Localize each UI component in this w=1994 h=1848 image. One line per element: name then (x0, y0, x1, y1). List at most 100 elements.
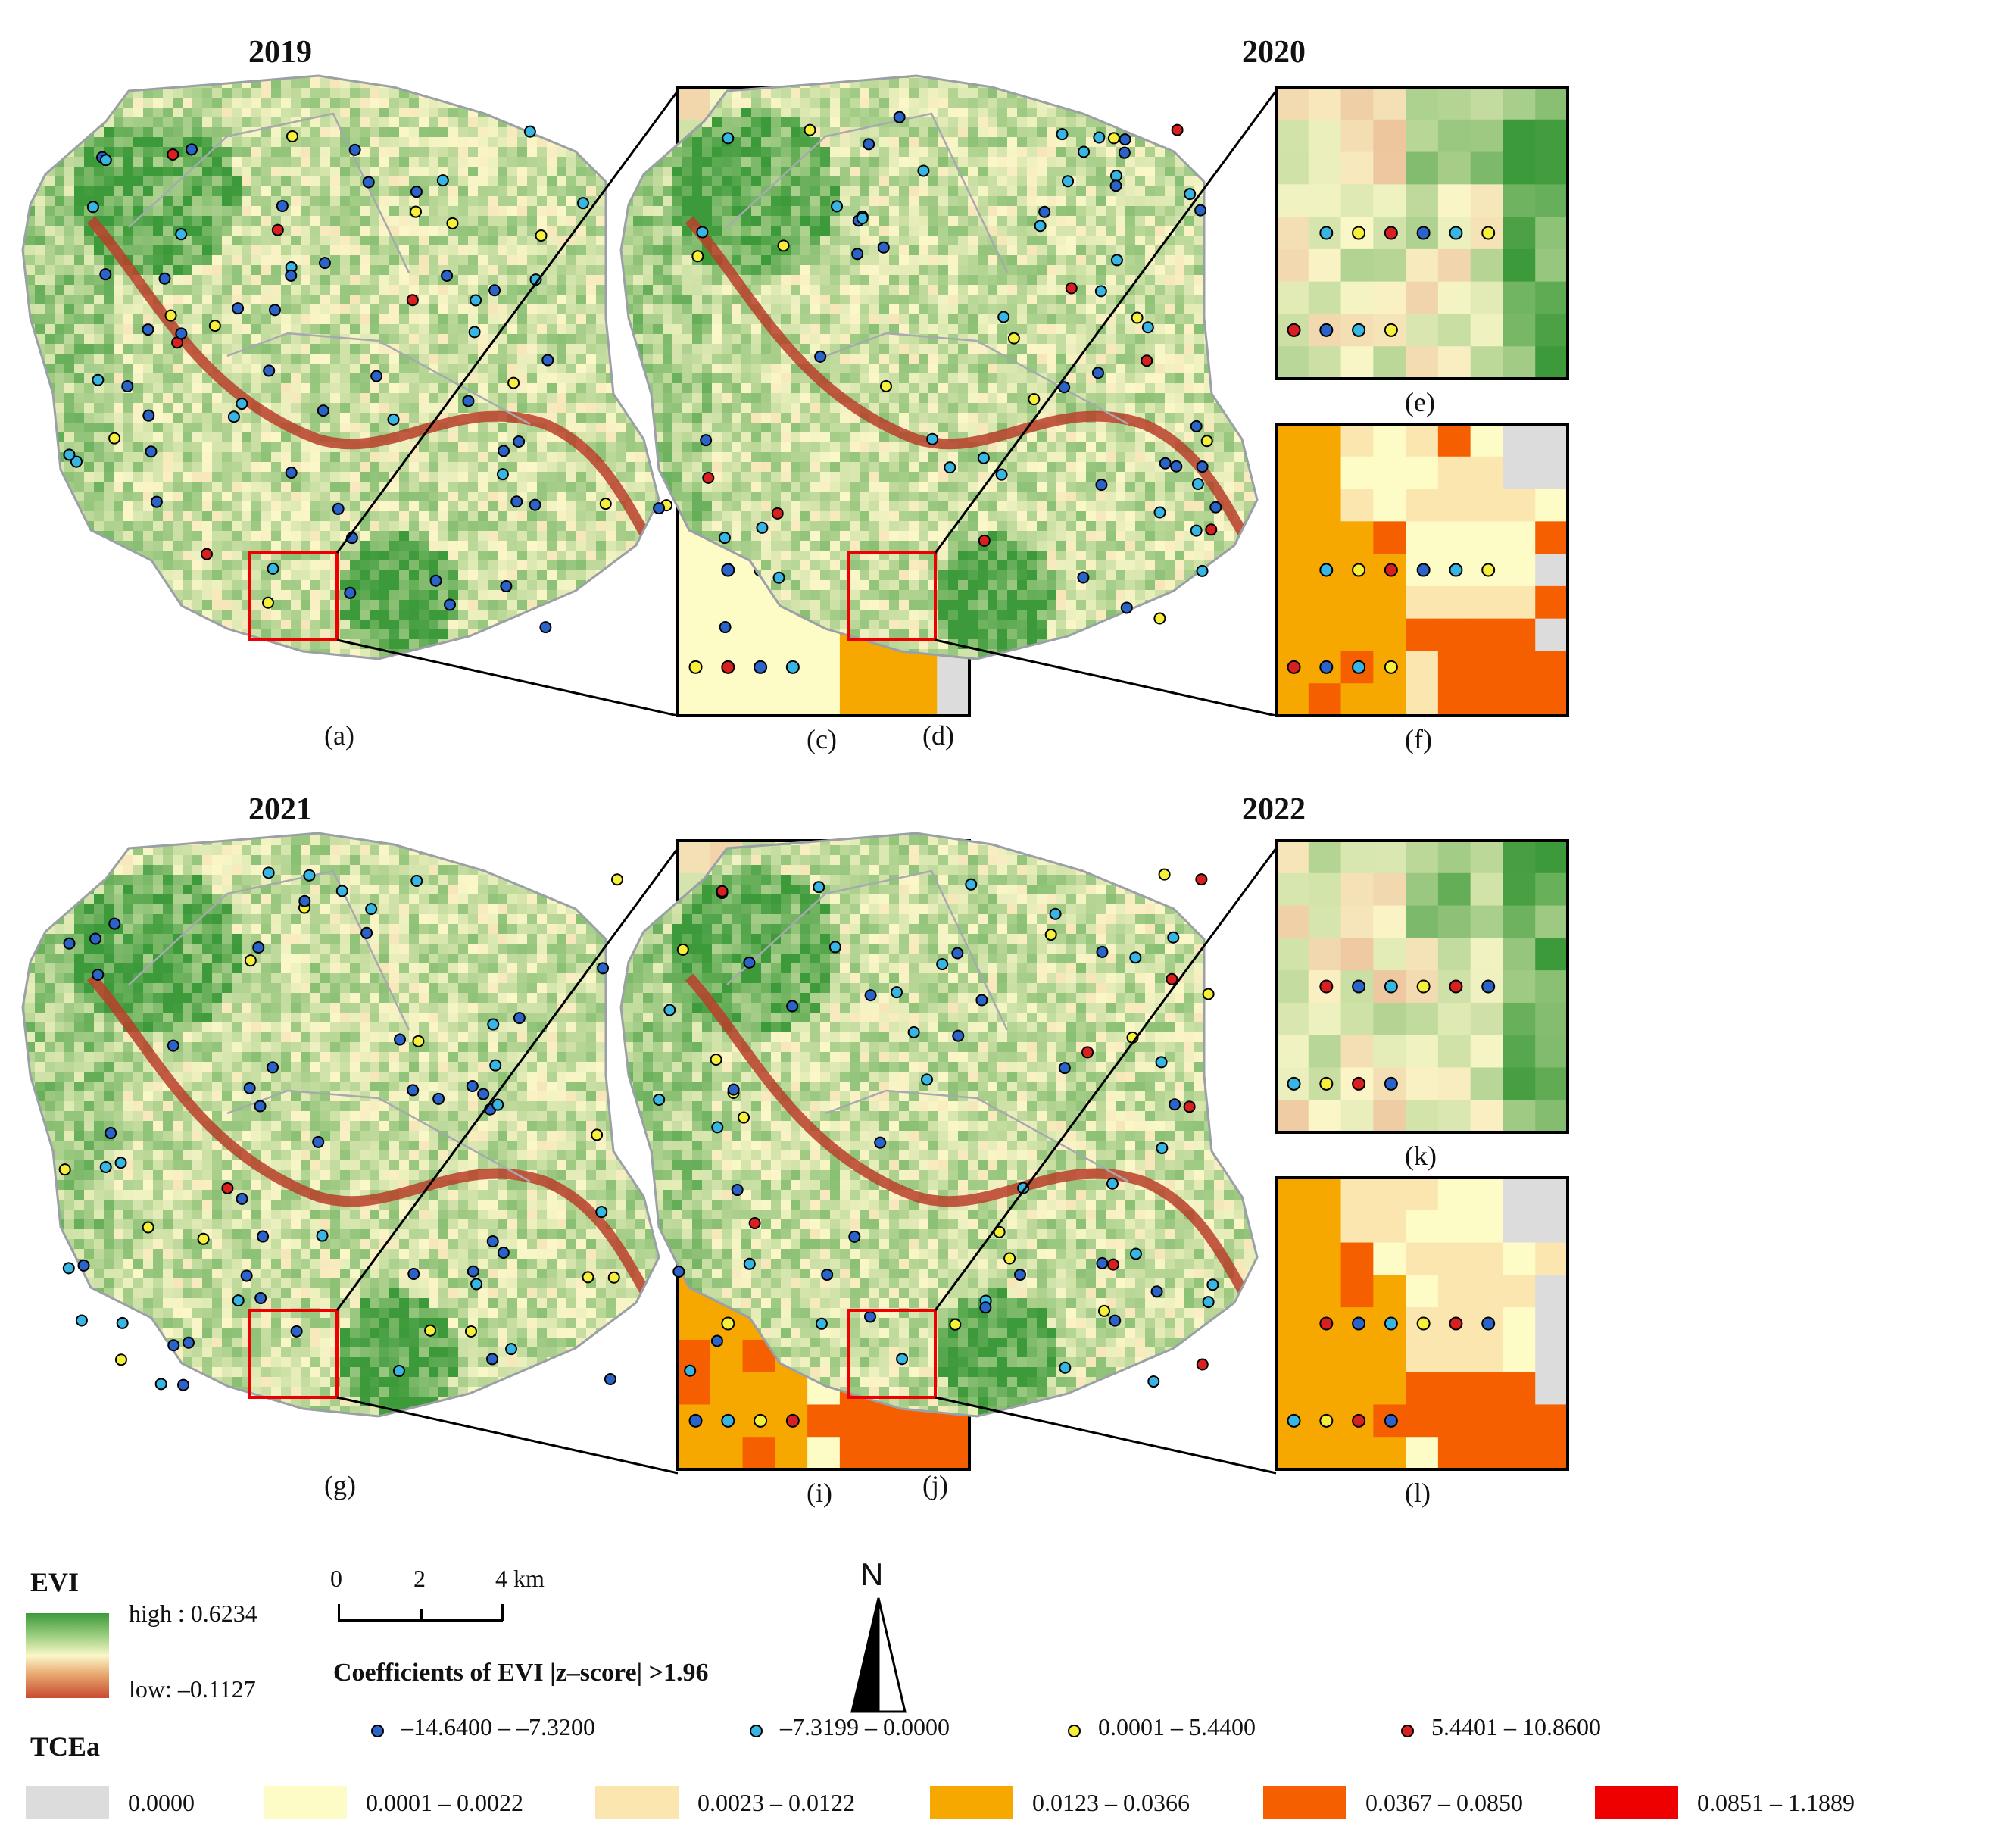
coefficient-point (719, 621, 732, 634)
coefficient-point (86, 201, 99, 214)
coefficient-point (684, 1364, 697, 1377)
coefficient-point (1352, 660, 1366, 674)
coefficient-point (696, 226, 709, 239)
coefficient-point (672, 1266, 685, 1278)
coefficient-point (99, 154, 112, 167)
coefficient-point (407, 1267, 420, 1280)
coefficient-point (477, 1088, 490, 1100)
coefficient-point (221, 1182, 234, 1194)
coefficient-point (441, 270, 454, 283)
coefficient-point (591, 1128, 604, 1141)
coefficient-point (653, 502, 666, 515)
coefficient-point (70, 455, 83, 468)
coefficient-point (1196, 564, 1209, 577)
coefficient-point (1109, 1314, 1122, 1327)
coefficient-point (1056, 128, 1069, 141)
coefficient-point (1416, 563, 1431, 577)
coefficient-point (58, 1163, 71, 1176)
coefficient-point (63, 937, 76, 950)
study-area-map (21, 74, 679, 717)
coefficient-point (1206, 1278, 1219, 1291)
coefficient-point (1481, 226, 1496, 240)
coefficient-point (496, 468, 509, 481)
coefficient-point (607, 1271, 620, 1284)
coefficient-point (896, 1353, 909, 1366)
coefficient-point (1209, 501, 1222, 514)
coefficient-point (1202, 988, 1215, 1000)
coefficient-point (1059, 1361, 1072, 1374)
coefficient-point (424, 1324, 437, 1337)
study-area-map (619, 74, 1278, 717)
coefficient-point (1384, 323, 1398, 337)
coefficient-point (462, 395, 475, 407)
coefficient-point (541, 354, 554, 367)
coefficient-point (1062, 175, 1075, 188)
coefficient-point (814, 350, 827, 363)
coefficient-point (944, 461, 956, 474)
coefficient-point (335, 885, 348, 897)
panel-year-title: 2022 (1242, 792, 1306, 827)
coefficient-point (1287, 660, 1301, 674)
coefficient-point (1352, 1076, 1366, 1091)
coefficient-point (879, 379, 892, 392)
tcea-legend-swatch (26, 1786, 109, 1819)
coefficient-point (491, 1098, 504, 1111)
coefficient-point (500, 580, 513, 593)
coefficient-point (62, 1262, 75, 1275)
coefficient-point (406, 294, 419, 307)
zoom-tcea-letter: (i) (807, 1478, 832, 1508)
tcea-legend-swatch (1595, 1786, 1678, 1819)
coefficient-point (175, 327, 188, 340)
coefficient-point (303, 869, 316, 882)
coefficient-point (362, 176, 375, 189)
map-letter: (a) (324, 720, 354, 751)
coefficient-point (997, 311, 1010, 323)
coefficient-point (1352, 226, 1366, 240)
coefficient-point (446, 217, 459, 229)
coef-legend-label: 5.4401 – 10.8600 (1431, 1713, 1601, 1740)
coefficient-point (99, 268, 112, 281)
coefficient-point (360, 926, 373, 939)
coefficient-point (949, 1318, 962, 1331)
coefficient-point (721, 1316, 735, 1331)
coefficient-point (370, 370, 383, 382)
coefficient-point (410, 875, 423, 888)
coefficient-point (197, 1232, 210, 1245)
coefficient-point (975, 994, 988, 1007)
coefficient-point (1166, 972, 1178, 985)
coefficient-point (99, 1160, 112, 1173)
coefficient-point (487, 1018, 500, 1031)
coefficient-point (1129, 951, 1142, 964)
coefficient-point (663, 1004, 676, 1016)
coefficient-point (175, 228, 188, 241)
map-letter: (j) (922, 1470, 948, 1500)
zoom-tcea-inset (1275, 423, 1569, 717)
coefficient-point (831, 200, 844, 213)
coefficient-point (1167, 931, 1180, 944)
coefficient-point (1319, 226, 1334, 240)
coefficient-point (772, 571, 785, 584)
coefficient-point (114, 1353, 127, 1366)
coefficient-point (1196, 1358, 1209, 1371)
coefficient-point (1184, 188, 1197, 201)
coefficient-point (392, 1365, 405, 1378)
coefficient-point (756, 521, 769, 534)
coefficient-point (243, 1082, 256, 1094)
north-label: N (860, 1556, 884, 1592)
coef-legend-dot (371, 1725, 384, 1737)
coefficient-point (285, 269, 298, 282)
coefficient-point (1190, 420, 1203, 432)
coefficient-point (738, 1111, 750, 1124)
coefficient-point (864, 989, 877, 1002)
coefficient-point (232, 302, 245, 315)
coefficient-point (1078, 145, 1091, 158)
zoom-evi-letter: (e) (1405, 387, 1435, 417)
coefficient-point (1449, 226, 1463, 240)
coefficient-point (1028, 393, 1041, 406)
tcea-legend-label: 0.0367 – 0.0850 (1365, 1789, 1523, 1816)
coefficient-point (154, 1378, 167, 1391)
coefficient-point (1077, 571, 1090, 584)
coefficient-point (186, 143, 198, 156)
coefficient-point (200, 548, 213, 560)
coefficient-point (1065, 282, 1078, 295)
